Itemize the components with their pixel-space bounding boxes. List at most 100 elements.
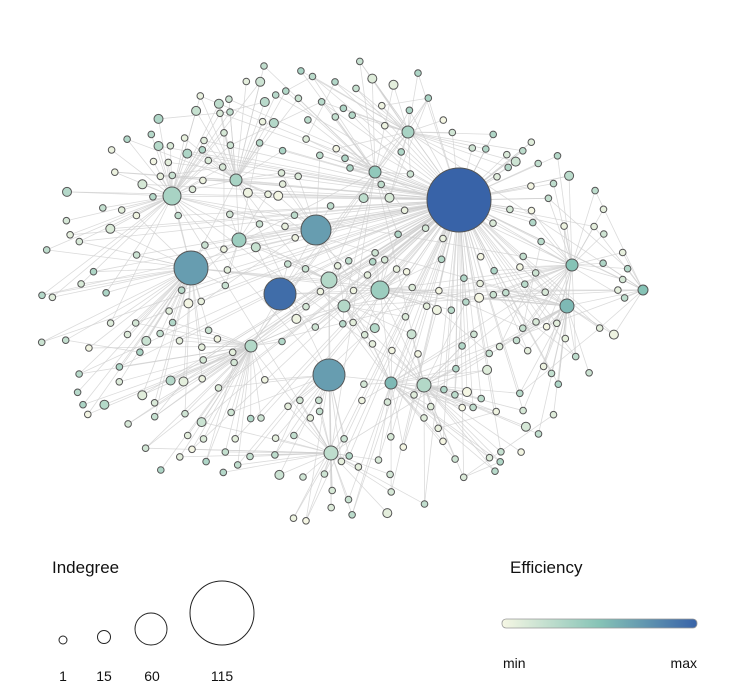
network-node <box>168 171 177 180</box>
network-edge <box>224 239 240 286</box>
network-node <box>386 470 394 479</box>
network-edge <box>142 199 460 396</box>
network-edge <box>105 195 173 294</box>
efficiency-legend-title: Efficiency <box>510 558 583 577</box>
network-edge <box>225 237 296 286</box>
network-node <box>416 377 432 393</box>
network-node <box>315 407 324 416</box>
network-node <box>246 452 254 461</box>
network-edge <box>52 267 192 298</box>
network-node <box>585 369 593 377</box>
network-edge <box>88 267 192 349</box>
network-node <box>427 402 435 411</box>
network-node <box>485 453 494 462</box>
network-node <box>470 330 478 339</box>
network-node <box>141 444 150 453</box>
network-node <box>199 356 207 364</box>
network-edge <box>548 198 573 266</box>
network-node <box>216 109 224 118</box>
network-edge <box>519 266 568 307</box>
network-node <box>529 218 537 227</box>
network-edge <box>154 267 192 417</box>
indegree-legend-circle-1 <box>58 635 68 645</box>
network-edge <box>535 264 573 323</box>
network-node <box>348 111 357 119</box>
network-edge <box>390 382 496 472</box>
network-node <box>233 461 242 469</box>
network-node <box>284 260 292 268</box>
network-edge <box>349 131 409 169</box>
network-edge <box>566 305 615 335</box>
network-edge <box>390 382 490 459</box>
network-node <box>521 280 529 289</box>
network-node <box>476 252 485 261</box>
network-node <box>199 435 208 443</box>
network-edge <box>234 345 252 439</box>
network-node <box>201 241 209 249</box>
network-edge <box>390 382 444 442</box>
network-edge <box>208 329 252 347</box>
network-node <box>198 375 206 383</box>
network-edge <box>374 97 429 173</box>
network-node <box>306 414 315 422</box>
network-node <box>537 237 545 246</box>
network-node <box>289 514 298 523</box>
network-node <box>380 256 389 264</box>
network-node <box>166 142 175 150</box>
network-node <box>547 369 556 378</box>
network-node <box>188 445 196 454</box>
network-edge <box>458 199 644 291</box>
network-node <box>226 210 234 219</box>
network-node <box>149 193 157 201</box>
network-node <box>316 151 324 160</box>
network-node <box>358 396 366 405</box>
network-node <box>531 269 540 277</box>
network-edge <box>118 267 192 383</box>
network-node <box>198 146 207 154</box>
network-node <box>382 508 393 519</box>
network-node <box>346 164 354 172</box>
network-node <box>183 431 192 440</box>
node-layer <box>37 57 649 525</box>
network-node <box>153 141 164 151</box>
network-node <box>131 319 140 327</box>
network-node <box>277 169 286 177</box>
network-node <box>213 98 224 109</box>
network-node <box>229 173 243 187</box>
network-edge <box>238 239 381 291</box>
network-edge <box>321 101 409 133</box>
network-edge <box>571 190 596 266</box>
network-edge <box>423 384 490 459</box>
network-edge <box>407 73 419 133</box>
network-node <box>387 488 396 496</box>
network-hub-node <box>300 214 332 246</box>
network-edge <box>65 339 140 353</box>
network-edge <box>438 411 497 429</box>
network-node <box>332 144 341 153</box>
network-edge <box>191 345 252 450</box>
network-edge <box>423 384 497 412</box>
network-edge <box>328 171 376 281</box>
network-edge <box>343 305 425 386</box>
network-edge <box>407 131 411 174</box>
network-node <box>246 414 255 423</box>
network-node <box>489 219 497 227</box>
network-node <box>242 77 251 86</box>
network-edge <box>82 345 252 406</box>
network-node <box>493 173 501 181</box>
network-node <box>504 163 513 172</box>
network-node <box>440 385 448 394</box>
network-edge <box>571 233 605 266</box>
network-node <box>405 106 414 115</box>
network-node <box>89 267 98 276</box>
network-node <box>299 473 307 481</box>
network-edge <box>235 101 266 181</box>
network-node <box>261 376 269 384</box>
network-node <box>188 185 197 194</box>
edge-layer <box>41 61 644 522</box>
network-node <box>337 457 346 466</box>
network-node <box>231 435 239 443</box>
network-edge <box>279 289 644 295</box>
network-edge <box>563 226 573 266</box>
network-node <box>354 463 363 471</box>
